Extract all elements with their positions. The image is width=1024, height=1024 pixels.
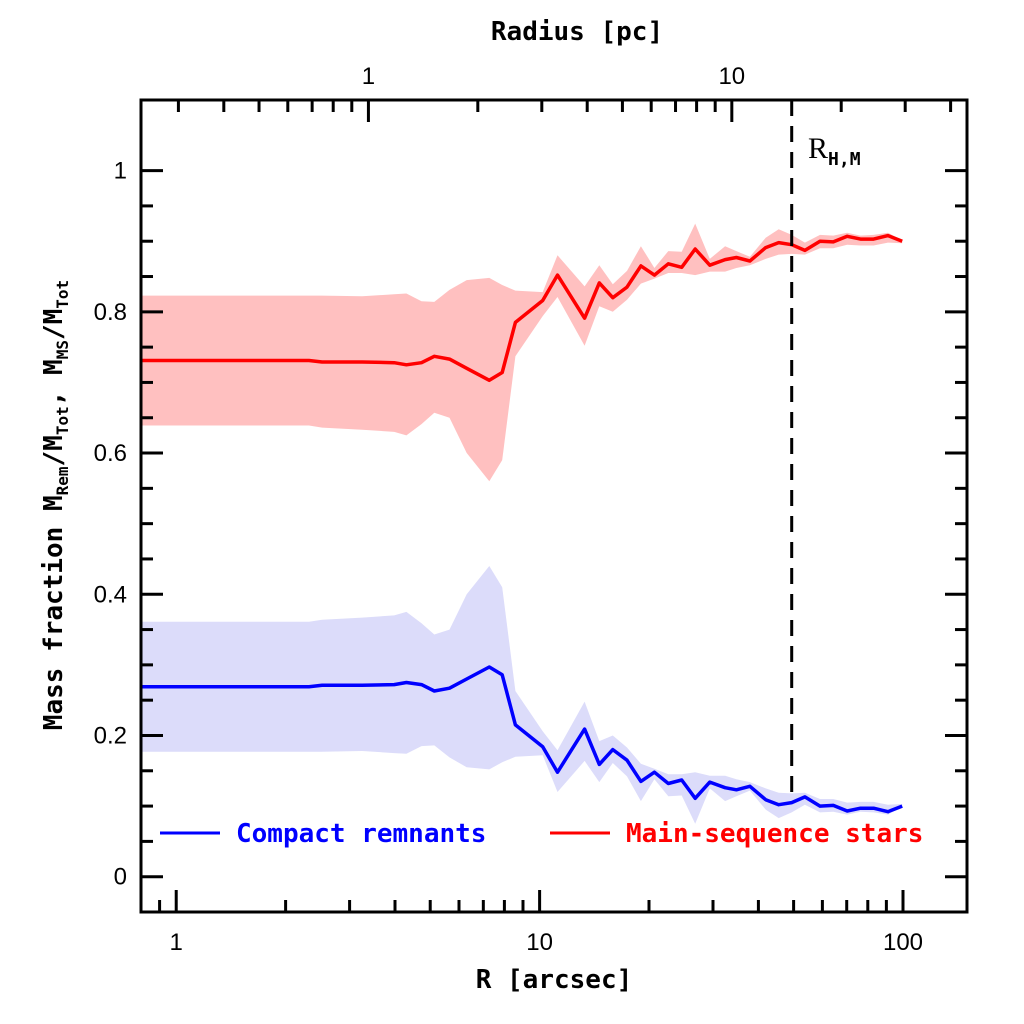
x-tick-label: 100 [883, 929, 923, 956]
y-tick-label: 0.2 [94, 722, 127, 749]
plot-frame [139, 98, 969, 914]
x-tick-label: 1 [170, 929, 183, 956]
y-axis-label: Mass fraction MRem/MTot, MMS/MTot [39, 280, 72, 730]
top-tick-label: 10 [718, 63, 745, 90]
half-mass-radius-label: RH,M [808, 132, 861, 170]
top-axis-label: Radius [pc] [491, 17, 663, 47]
y-label-subscript: Rem [53, 466, 72, 495]
y-label-subscript: Tot [53, 406, 72, 435]
y-tick-label: 0.8 [94, 299, 127, 326]
annotation-main: R [808, 132, 828, 165]
y-label-subscript: MS [53, 340, 72, 359]
axis-ticks: 0 0.2 0.4 0.6 0.8 1 1 10 100 1 10 [94, 63, 967, 956]
legend: Compact remnants Main-sequence stars [160, 819, 923, 849]
y-tick-label: 0 [114, 864, 127, 891]
y-tick-label: 0.6 [94, 440, 127, 467]
line-series-1 [141, 233, 903, 383]
y-tick-label: 1 [114, 158, 127, 185]
band-series-1 [141, 223, 903, 482]
y-label-text: Mass fraction M [39, 495, 69, 730]
y-label-text: /M [39, 435, 69, 466]
band-series-0 [141, 566, 903, 824]
y-label-text: , M [39, 359, 69, 406]
x-axis-label: R [arcsec] [476, 965, 633, 995]
series-lines [141, 233, 903, 814]
line-series-0 [141, 665, 903, 814]
uncertainty-bands [141, 223, 903, 824]
y-label-text: /M [39, 309, 69, 340]
y-label-subscript: Tot [53, 280, 72, 309]
annotation-sub: H,M [828, 149, 861, 170]
top-tick-label: 1 [362, 63, 375, 90]
x-tick-label: 10 [526, 929, 553, 956]
y-tick-label: 0.4 [94, 581, 127, 608]
legend-label: Compact remnants [236, 819, 486, 849]
legend-label: Main-sequence stars [626, 819, 923, 849]
